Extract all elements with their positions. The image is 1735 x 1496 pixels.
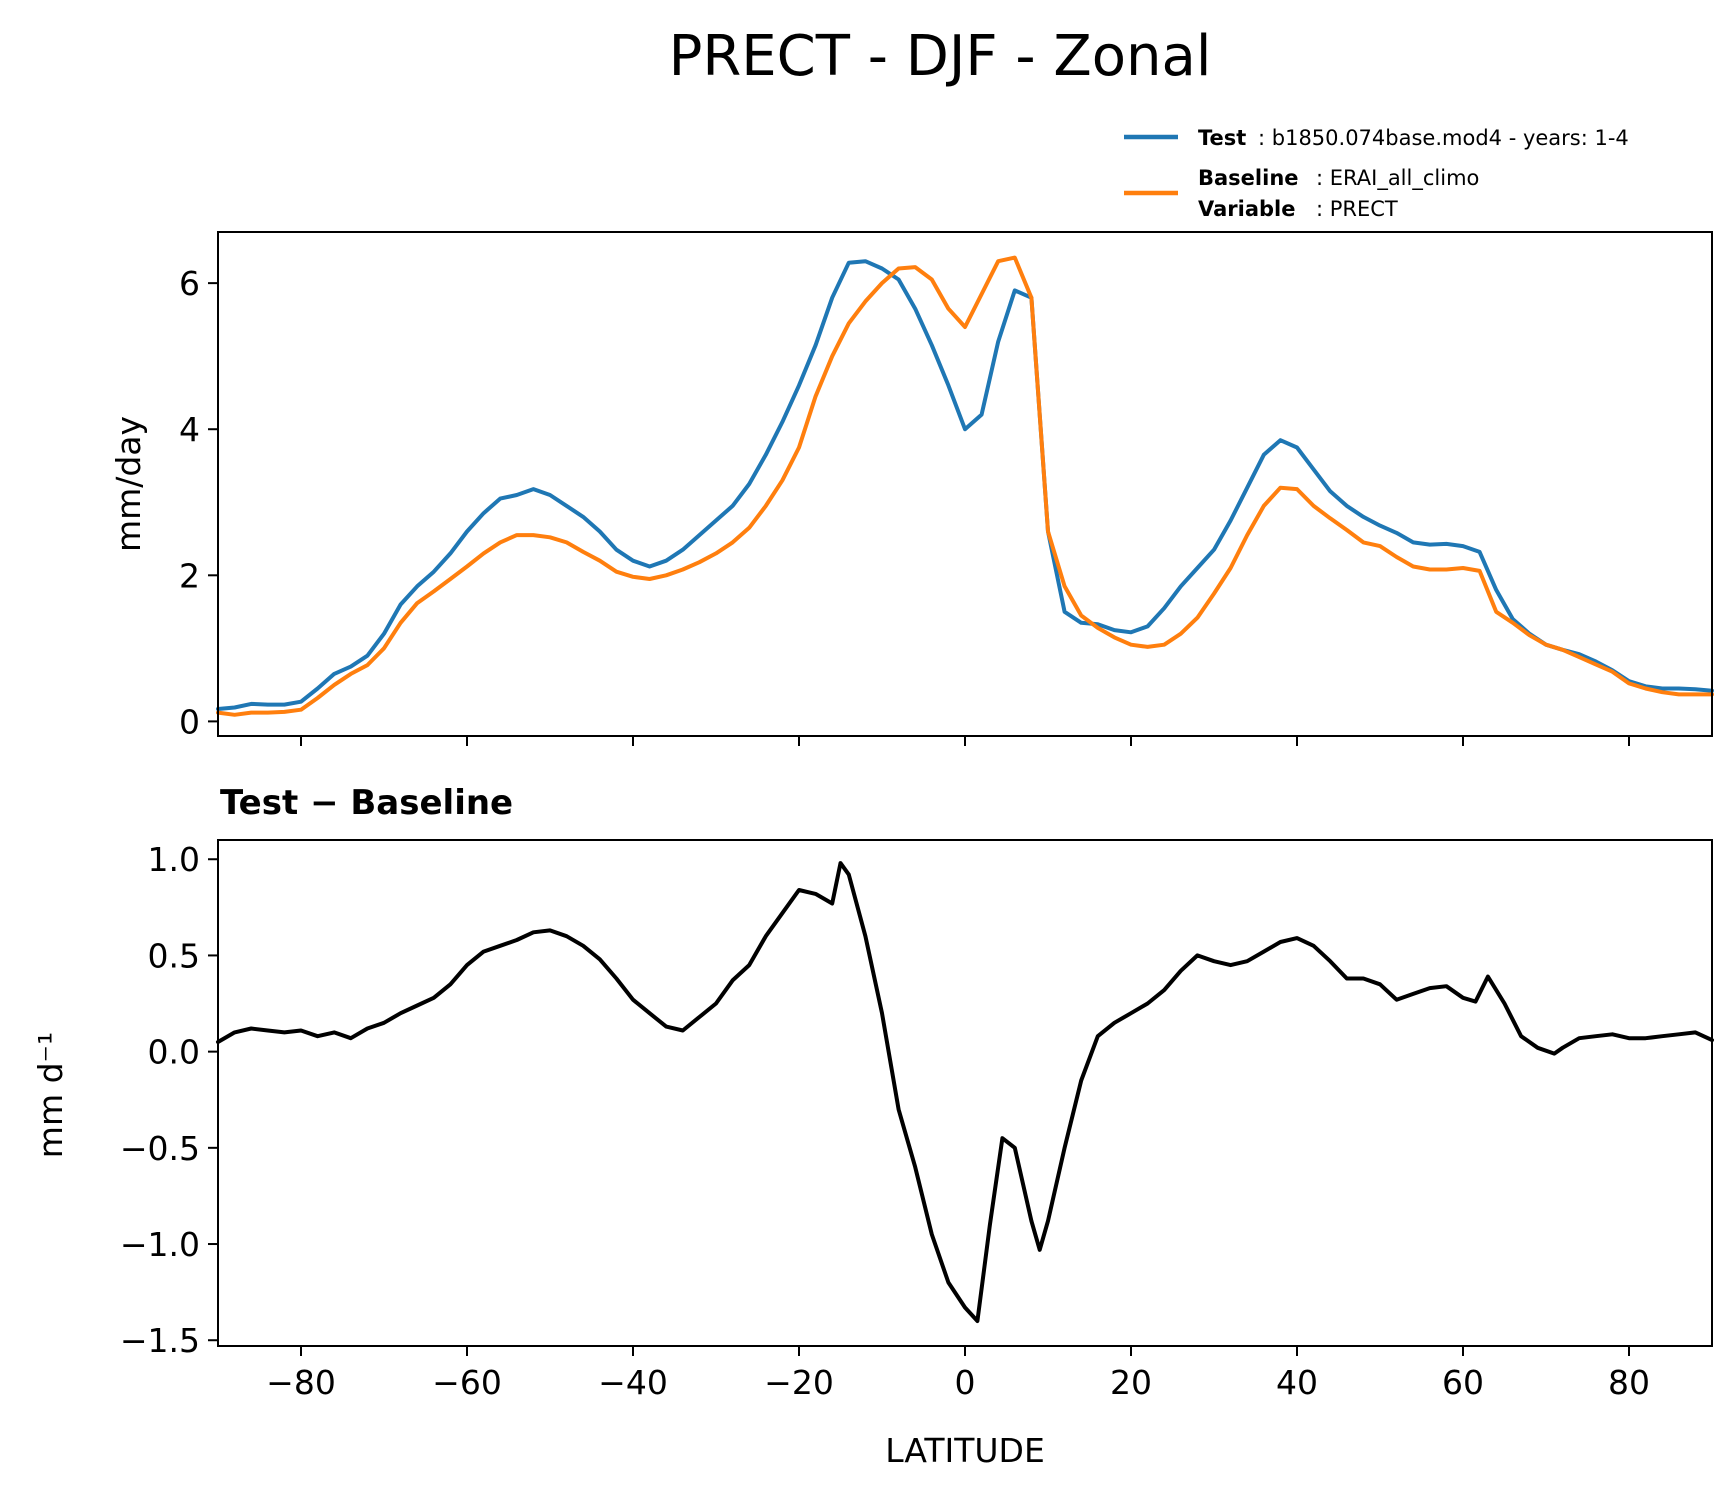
bottom-series-line-difference (216, 861, 1714, 1323)
bottom-panel-title: Test − Baseline (220, 783, 513, 823)
legend: Test : b1850.074base.mod4 - years: 1-4 B… (1124, 126, 1629, 221)
top-series-line-baseline (216, 255, 1714, 717)
legend-baseline-value: : ERAI_all_climo (1316, 166, 1479, 191)
bottom-y-ticks: 1.0 0.5 0.0 −0.5 −1.0 −1.5 (120, 840, 218, 1360)
top-x-ticks (300, 736, 1630, 746)
bottom-y-axis-label: mm d⁻¹ (31, 1032, 70, 1158)
bottom-y-tick-label: −0.5 (120, 1129, 200, 1168)
bottom-x-tick-label: 80 (1608, 1363, 1650, 1402)
legend-variable-key: Variable (1198, 197, 1295, 221)
bottom-y-tick-label: 0.0 (148, 1033, 200, 1072)
bottom-y-tick-label: −1.5 (120, 1321, 200, 1360)
bottom-y-tick-label: 0.5 (148, 936, 200, 975)
figure-title: PRECT - DJF - Zonal (669, 24, 1212, 89)
bottom-x-tick-label: −40 (598, 1363, 668, 1402)
top-y-tick-label: 4 (179, 410, 200, 449)
bottom-x-tick-label: −20 (764, 1363, 834, 1402)
bottom-series-group (216, 861, 1714, 1323)
panel-bottom: Test − Baseline 1.0 0.5 0.0 −0.5 −1.0 −1.5 −8… (31, 783, 1714, 1470)
bottom-y-tick-label: 1.0 (148, 840, 200, 879)
top-series-group (216, 255, 1714, 717)
bottom-x-tick-label: 0 (955, 1363, 976, 1402)
panel-top: 0 2 4 6 mm/day (109, 231, 1714, 746)
bottom-x-tick-label: 60 (1442, 1363, 1484, 1402)
bottom-x-ticks: −80 −60 −40 −20 0 20 40 60 80 (266, 1346, 1650, 1402)
top-y-tick-label: 2 (179, 556, 200, 595)
legend-variable-value: : PRECT (1316, 197, 1398, 221)
top-y-tick-label: 0 (179, 702, 200, 741)
bottom-x-axis-label: LATITUDE (885, 1431, 1045, 1470)
bottom-y-tick-label: −1.0 (120, 1225, 200, 1264)
bottom-x-tick-label: 40 (1276, 1363, 1318, 1402)
legend-baseline-key: Baseline (1198, 166, 1299, 190)
legend-test-value: : b1850.074base.mod4 - years: 1-4 (1258, 126, 1629, 150)
bottom-x-tick-label: 20 (1110, 1363, 1152, 1402)
top-y-ticks: 0 2 4 6 (179, 264, 218, 741)
bottom-x-tick-label: −80 (266, 1363, 336, 1402)
top-y-tick-label: 6 (179, 264, 200, 303)
bottom-x-tick-label: −60 (432, 1363, 502, 1402)
top-y-axis-label: mm/day (109, 416, 148, 552)
legend-test-key: Test (1198, 126, 1246, 150)
top-series-line-test (216, 259, 1714, 711)
